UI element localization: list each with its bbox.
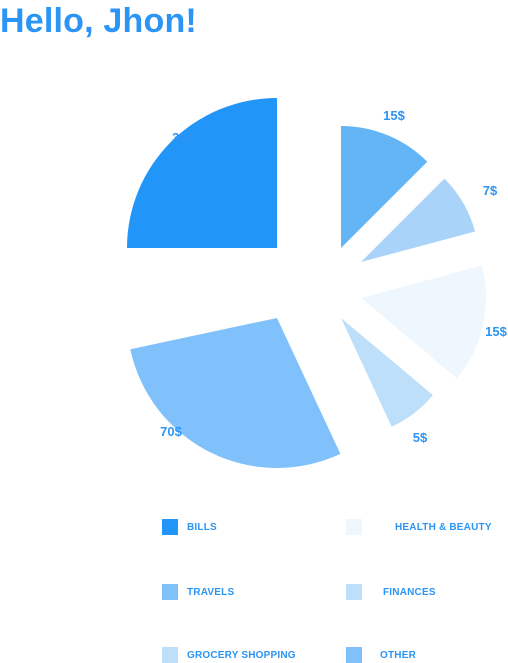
legend-label-travels: TRAVELS xyxy=(187,586,235,598)
greeting-title: Hello, Jhon! xyxy=(0,2,197,40)
pie-slice-label: 15$ xyxy=(383,108,405,123)
legend-item-bills[interactable]: BILLS xyxy=(162,518,217,536)
expenses-pie-chart: 30$ 15$ 7$ 15$ 5$ 70$ xyxy=(127,98,508,468)
legend-item-travels[interactable]: TRAVELS xyxy=(162,583,234,601)
legend-item-grocery-shopping[interactable]: GROCERY SHOPPING xyxy=(162,646,296,663)
pie-slice[interactable] xyxy=(127,98,277,248)
legend-swatch-grocery-shopping xyxy=(162,647,178,663)
legend-swatch-other xyxy=(346,647,362,663)
pie-slice[interactable] xyxy=(361,178,475,262)
pie-slice-label: 5$ xyxy=(413,430,428,445)
legend-label-bills: BILLS xyxy=(187,521,217,533)
legend-label-health-beauty: HEALTH & BEAUTY xyxy=(395,521,492,533)
legend-label-grocery-shopping: GROCERY SHOPPING xyxy=(187,649,296,661)
pie-slice[interactable] xyxy=(130,318,341,468)
pie-slice[interactable] xyxy=(361,265,486,379)
legend-item-finances[interactable]: FINANCES xyxy=(346,583,436,601)
legend-swatch-travels xyxy=(162,584,178,600)
pie-slice[interactable] xyxy=(341,318,433,427)
legend-label-other: OTHER xyxy=(380,649,416,661)
legend-label-finances: FINANCES xyxy=(383,586,436,598)
pie-slice[interactable] xyxy=(341,125,428,248)
pie-slice-label: 70$ xyxy=(160,424,182,439)
pie-slice-label: 7$ xyxy=(483,183,498,198)
legend-swatch-health-beauty xyxy=(346,519,362,535)
legend-swatch-bills xyxy=(162,519,178,535)
legend-item-other[interactable]: OTHER xyxy=(346,646,416,663)
pie-slice-label: 30$ xyxy=(172,130,194,145)
legend-swatch-finances xyxy=(346,584,362,600)
pie-slice-label: 15$ xyxy=(485,324,507,339)
legend-item-health-beauty[interactable]: HEALTH & BEAUTY xyxy=(346,518,492,536)
